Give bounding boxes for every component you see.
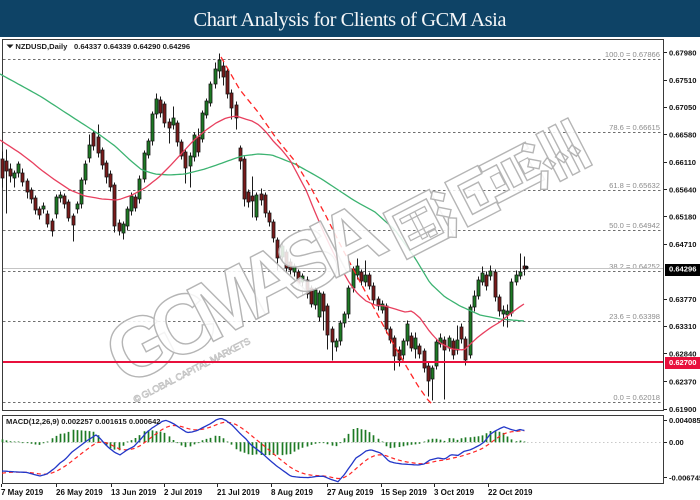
- svg-text:15 Sep 2019: 15 Sep 2019: [381, 488, 427, 497]
- svg-text:Chart Analysis for Clients of: Chart Analysis for Clients of GCM Asia: [194, 9, 507, 31]
- svg-text:0.65640: 0.65640: [669, 186, 696, 195]
- svg-text:0.62370: 0.62370: [669, 377, 696, 386]
- svg-text:0.64710: 0.64710: [669, 240, 696, 249]
- svg-text:27 Aug 2019: 27 Aug 2019: [327, 488, 374, 497]
- svg-text:50.0 = 0.64942: 50.0 = 0.64942: [609, 221, 660, 230]
- svg-text:0.62700: 0.62700: [669, 358, 696, 367]
- svg-text:22 Oct 2019: 22 Oct 2019: [488, 488, 533, 497]
- svg-text:0.64296: 0.64296: [669, 264, 696, 273]
- svg-text:0.67980: 0.67980: [669, 48, 696, 57]
- svg-text:100.0 = 0.67866: 100.0 = 0.67866: [605, 50, 660, 59]
- svg-text:38.2 = 0.64252: 38.2 = 0.64252: [609, 262, 660, 271]
- svg-text:-0.006745: -0.006745: [669, 474, 700, 483]
- svg-text:26 May 2019: 26 May 2019: [56, 488, 103, 497]
- svg-text:21 Jul 2019: 21 Jul 2019: [217, 488, 260, 497]
- svg-text:0.0 = 0.62018: 0.0 = 0.62018: [613, 393, 660, 402]
- svg-text:0.65180: 0.65180: [669, 213, 696, 222]
- svg-text:8 Aug 2019: 8 Aug 2019: [271, 488, 313, 497]
- svg-text:0.61900: 0.61900: [669, 405, 696, 414]
- svg-text:0.62840: 0.62840: [669, 350, 696, 359]
- svg-text:13 Jun 2019: 13 Jun 2019: [111, 488, 157, 497]
- svg-text:78.6 = 0.66615: 78.6 = 0.66615: [609, 123, 660, 132]
- svg-text:0.63770: 0.63770: [669, 295, 696, 304]
- svg-text:NZDUSD,Daily: NZDUSD,Daily: [15, 42, 68, 51]
- svg-text:0.66580: 0.66580: [669, 131, 696, 140]
- svg-text:7 May 2019: 7 May 2019: [1, 488, 44, 497]
- svg-text:2 Jul 2019: 2 Jul 2019: [164, 488, 203, 497]
- svg-text:0.00: 0.00: [669, 438, 684, 447]
- svg-text:0.64337 0.64339 0.64290 0.6429: 0.64337 0.64339 0.64290 0.64296: [74, 42, 190, 51]
- svg-text:3 Oct 2019: 3 Oct 2019: [434, 488, 475, 497]
- svg-text:0.67050: 0.67050: [669, 103, 696, 112]
- svg-text:0.66110: 0.66110: [669, 158, 696, 167]
- svg-text:23.6 = 0.63398: 23.6 = 0.63398: [609, 312, 660, 321]
- svg-text:61.8 = 0.65632: 61.8 = 0.65632: [609, 181, 660, 190]
- svg-text:0.67510: 0.67510: [669, 76, 696, 85]
- svg-text:MACD(12,26,9) 0.002257 0.00161: MACD(12,26,9) 0.002257 0.001615 0.000642: [6, 417, 161, 426]
- svg-text:0.63310: 0.63310: [669, 322, 696, 331]
- svg-text:0.004085: 0.004085: [669, 416, 700, 425]
